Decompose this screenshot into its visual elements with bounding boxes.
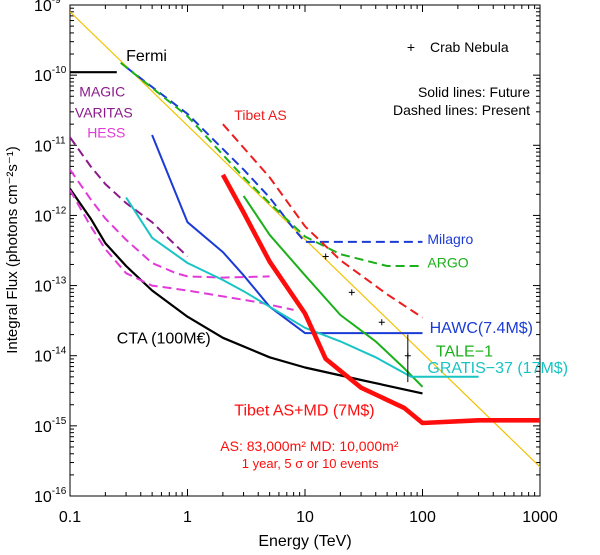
- series-line-tibet-as-md-7m: [220, 173, 540, 426]
- series-line-gratis-37-17m: [125, 196, 479, 378]
- label-milagro: Milagro: [427, 231, 473, 247]
- series-line-milagro: [125, 66, 423, 243]
- series-line-crab-nebula: [70, 11, 540, 468]
- x-tick-label: 0.1: [59, 509, 81, 526]
- x-tick-label: 1: [183, 509, 192, 526]
- crab-data-marker: [348, 289, 355, 296]
- y-axis-label: Integral Flux (photons cm⁻²s⁻¹): [4, 146, 21, 354]
- series-line-varitas: [70, 169, 270, 279]
- x-tick-label: 1000: [522, 509, 558, 526]
- x-tick-label: 10: [296, 509, 314, 526]
- series-line-magic: [70, 136, 189, 258]
- crab-data-marker: [322, 253, 329, 260]
- legend-crab-label: Crab Nebula: [430, 39, 509, 55]
- label-magic: MAGIC: [79, 83, 125, 99]
- y-tick-label: 10-15: [34, 416, 67, 436]
- series-labels: Fermi MAGIC VARITAS HESS Tibet AS Milagro ARGO…: [75, 48, 568, 471]
- y-tick-label: 10-9: [34, 0, 61, 15]
- x-axis-label: Energy (TeV): [258, 533, 351, 550]
- label-1-year-5-or-10-events: 1 year, 5 σ or 10 events: [242, 456, 379, 471]
- series-line-hess: [70, 189, 294, 311]
- label-tibet-as-md-7m: Tibet AS+MD (7M$): [234, 403, 374, 420]
- x-tick-label: 100: [409, 509, 436, 526]
- label-gratis-37-17m: GRATIS−37 (17M$): [427, 360, 568, 377]
- y-tick-label: 10-14: [34, 346, 67, 366]
- label-as-83-000m-md-10-000m: AS: 83,000m² MD: 10,000m²: [220, 438, 399, 454]
- label-hess: HESS: [87, 124, 125, 140]
- series-line-argo: [120, 62, 423, 267]
- series-line-tibet-as: [222, 123, 424, 319]
- label-varitas: VARITAS: [75, 104, 133, 120]
- y-tick-label: 10-12: [34, 205, 67, 225]
- legend: + Crab Nebula Solid lines: Future Dashed…: [393, 39, 530, 118]
- y-tick-label: 10-11: [34, 135, 66, 155]
- series-line-hawc-7-4m: [151, 134, 423, 335]
- crab-markers: [322, 253, 411, 383]
- label-fermi: Fermi: [126, 48, 167, 65]
- axis-ticks: 0.1 1 10 100 1000 10-16 10-15 10-14 10-13 10-12 10…: [34, 0, 558, 526]
- y-tick-label: 10-13: [34, 276, 67, 296]
- legend-dashed-label: Dashed lines: Present: [393, 102, 530, 118]
- label-argo: ARGO: [427, 255, 468, 271]
- series-line-tale-1: [242, 195, 424, 388]
- legend-crab-marker: +: [407, 39, 415, 55]
- label-hawc-7-4m: HAWC(7.4M$): [430, 320, 533, 337]
- crab-data-marker: [378, 319, 385, 326]
- series-line-cta-100m: [70, 188, 423, 395]
- sensitivity-curves: [70, 11, 540, 468]
- y-tick-label: 10-10: [34, 65, 67, 85]
- label-tibet-as: Tibet AS: [234, 107, 286, 123]
- legend-solid-label: Solid lines: Future: [418, 84, 530, 100]
- label-tale-1: TALE−1: [436, 343, 493, 360]
- y-tick-label: 10-16: [34, 486, 67, 506]
- label-cta-100m: CTA (100M€): [117, 330, 211, 347]
